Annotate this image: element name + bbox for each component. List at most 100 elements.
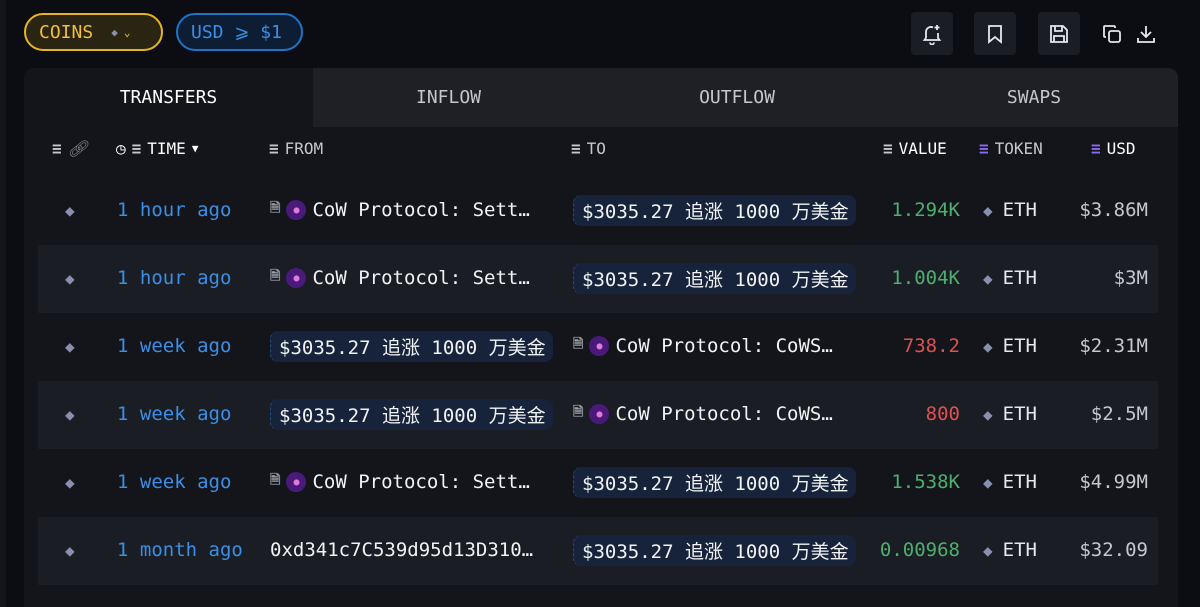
- chevron-down-icon: ⌄: [123, 25, 131, 39]
- address-link[interactable]: 0xd341c7C539d95d13D310…: [270, 539, 534, 561]
- address-tag[interactable]: $3035.27 追涨 1000 万美金: [270, 399, 553, 430]
- entity-link[interactable]: 🗎 ● CoW Protocol: Sett…: [270, 199, 530, 221]
- table-row[interactable]: ◆ 1 week ago 🗎 ● CoW Protocol: Sett… $3035…: [38, 449, 1158, 517]
- table-row[interactable]: ◆ 1 hour ago 🗎 ● CoW Protocol: Sett… $3035…: [38, 245, 1158, 313]
- cow-protocol-logo-icon: ●: [286, 472, 307, 492]
- address-tag[interactable]: $3035.27 追涨 1000 万美金: [573, 535, 856, 566]
- token-cell[interactable]: ◆ ETH: [983, 335, 1037, 357]
- entity-link[interactable]: 🗎 ● CoW Protocol: CoWS…: [573, 335, 833, 357]
- entity-name: CoW Protocol: Sett…: [312, 199, 530, 221]
- entity-name: CoW Protocol: CoWS…: [615, 403, 833, 425]
- bookmark-button[interactable]: [974, 12, 1016, 55]
- table-row[interactable]: ◆ 1 month ago 0xd341c7C539d95d13D310… $3…: [38, 517, 1158, 585]
- coins-filter[interactable]: COINS ◆ ⌄: [24, 13, 163, 51]
- usd-header-label: USD: [1106, 139, 1136, 158]
- address-tag[interactable]: $3035.27 追涨 1000 万美金: [270, 331, 553, 362]
- entity-link[interactable]: 🗎 ● CoW Protocol: Sett…: [270, 267, 530, 289]
- from-header[interactable]: ≡ FROM: [269, 139, 323, 158]
- cow-protocol-logo-icon: ●: [286, 200, 307, 220]
- value-header-label: VALUE: [898, 139, 947, 158]
- contract-icon: 🗎: [573, 337, 584, 352]
- cow-protocol-logo-icon: ●: [589, 404, 610, 424]
- usd-cell: $4.99M: [1079, 471, 1148, 493]
- time-link[interactable]: 1 hour ago: [117, 199, 232, 221]
- value-cell: 1.538K: [891, 471, 960, 493]
- filter-active-icon: ≡: [1091, 139, 1101, 158]
- usd-header[interactable]: ≡ USD: [1091, 139, 1136, 158]
- token-cell[interactable]: ◆ ETH: [983, 403, 1037, 425]
- value-header[interactable]: ≡ VALUE: [883, 139, 947, 158]
- value-cell: 800: [925, 403, 960, 425]
- copy-icon: [1103, 24, 1121, 43]
- address-tag[interactable]: $3035.27 追涨 1000 万美金: [573, 195, 856, 226]
- token-symbol: ETH: [1002, 471, 1037, 493]
- copy-button[interactable]: [1097, 12, 1127, 55]
- tab-inflow[interactable]: INFLOW: [415, 87, 482, 108]
- contract-icon: 🗎: [270, 201, 281, 216]
- download-button[interactable]: [1131, 12, 1161, 55]
- token-header[interactable]: ≡ TOKEN: [979, 139, 1043, 158]
- tab-transfers[interactable]: TRANSFERS: [24, 68, 313, 127]
- contract-icon: 🗎: [270, 473, 281, 488]
- time-header[interactable]: ◷ ≡ TIME ▼: [116, 139, 198, 158]
- token-cell[interactable]: ◆ ETH: [983, 199, 1037, 221]
- filter-active-icon: ≡: [979, 139, 989, 158]
- table-row[interactable]: ◆ 1 hour ago 🗎 ● CoW Protocol: Sett… $3035…: [38, 177, 1158, 245]
- to-header-label: TO: [586, 139, 606, 158]
- token-symbol: ETH: [1002, 199, 1037, 221]
- time-link[interactable]: 1 week ago: [117, 335, 232, 357]
- value-cell: 0.00968: [879, 539, 960, 561]
- time-link[interactable]: 1 month ago: [117, 539, 243, 561]
- tab-bar: TRANSFERS INFLOW OUTFLOW SWAPS: [24, 68, 1178, 127]
- entity-name: CoW Protocol: Sett…: [312, 471, 530, 493]
- eth-icon: ◆: [983, 472, 993, 492]
- transfers-panel: TRANSFERS INFLOW OUTFLOW SWAPS ≡ 🔗︎ ◷ ≡ TIM…: [24, 68, 1178, 607]
- time-link[interactable]: 1 hour ago: [117, 267, 232, 289]
- link-filter[interactable]: ≡ 🔗︎: [52, 139, 88, 158]
- filter-icon: ≡: [131, 139, 142, 158]
- usd-cell: $2.5M: [1090, 403, 1148, 425]
- token-symbol: ETH: [1002, 335, 1037, 357]
- cow-protocol-logo-icon: ●: [589, 336, 610, 356]
- token-symbol: ETH: [1002, 539, 1037, 561]
- filter-icon: ≡: [269, 139, 279, 158]
- sort-desc-icon: ▼: [191, 142, 199, 155]
- bell-plus-icon: [922, 24, 942, 45]
- address-tag[interactable]: $3035.27 追涨 1000 万美金: [573, 263, 856, 294]
- token-cell[interactable]: ◆ ETH: [983, 267, 1037, 289]
- usd-cell: $3M: [1113, 267, 1148, 289]
- value-cell: 1.004K: [891, 267, 960, 289]
- tab-swaps[interactable]: SWAPS: [1006, 87, 1062, 108]
- usd-cell: $32.09: [1079, 539, 1148, 561]
- time-header-label: TIME: [147, 139, 186, 158]
- table-row[interactable]: ◆ 1 week ago $3035.27 追涨 1000 万美金 🗎 ● CoW …: [38, 313, 1158, 381]
- eth-chain-icon: ◆: [65, 405, 75, 424]
- bookmark-icon: [988, 24, 1002, 44]
- table-row[interactable]: ◆ 1 week ago $3035.27 追涨 1000 万美金 🗎 ● CoW …: [38, 381, 1158, 449]
- filter-icon: ≡: [52, 139, 62, 158]
- tab-outflow[interactable]: OUTFLOW: [699, 87, 775, 108]
- coins-label: COINS: [39, 21, 94, 43]
- to-header[interactable]: ≡ TO: [571, 139, 606, 158]
- eth-icon: ◆: [983, 404, 993, 424]
- entity-link[interactable]: 🗎 ● CoW Protocol: CoWS…: [573, 403, 833, 425]
- token-cell[interactable]: ◆ ETH: [983, 471, 1037, 493]
- token-header-label: TOKEN: [994, 139, 1043, 158]
- address-tag[interactable]: $3035.27 追涨 1000 万美金: [573, 467, 856, 498]
- token-symbol: ETH: [1002, 267, 1037, 289]
- entity-link[interactable]: 🗎 ● CoW Protocol: Sett…: [270, 471, 530, 493]
- cow-protocol-logo-icon: ●: [286, 268, 307, 288]
- save-button[interactable]: [1038, 12, 1080, 55]
- eth-chain-icon: ◆: [65, 269, 75, 288]
- from-header-label: FROM: [284, 139, 324, 158]
- filter-icon: ≡: [883, 139, 893, 158]
- entity-name: CoW Protocol: CoWS…: [615, 335, 833, 357]
- left-edge: [0, 0, 6, 607]
- usd-filter[interactable]: USD ⩾ $1: [176, 13, 303, 51]
- time-link[interactable]: 1 week ago: [117, 403, 232, 425]
- contract-icon: 🗎: [573, 405, 584, 420]
- token-cell[interactable]: ◆ ETH: [983, 539, 1037, 561]
- time-link[interactable]: 1 week ago: [117, 471, 232, 493]
- alert-button[interactable]: [911, 12, 953, 55]
- value-cell: 1.294K: [891, 199, 960, 221]
